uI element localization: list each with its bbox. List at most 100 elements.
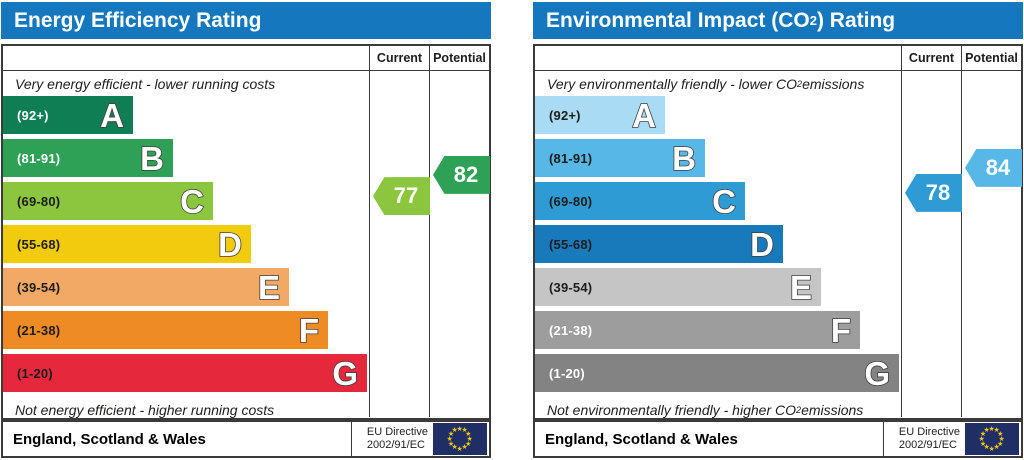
table-body: Very environmentally friendly - lower CO…	[535, 71, 1021, 418]
eu-flag-star: ★	[993, 444, 1000, 452]
chart-title: Energy Efficiency Rating	[1, 2, 491, 39]
eu-flag-star: ★	[465, 440, 472, 448]
eu-flag-star: ★	[466, 435, 473, 443]
potential-column-header: Potential	[429, 46, 489, 70]
eu-directive-label: EU Directive 2002/91/EC	[367, 426, 428, 452]
energy-efficiency-chart: Energy Efficiency Rating Current Potenti…	[1, 0, 491, 460]
band-c: (69-80) C	[535, 182, 745, 220]
band-list: (92+) A (81-91) B (69-80) C (55-68) D (39-54) E (2…	[535, 96, 901, 392]
chart-footer: England, Scotland & Wales EU Directive 2…	[533, 420, 1023, 458]
rating-scale: Very energy efficient - lower running co…	[3, 71, 369, 418]
header-spacer	[535, 46, 901, 70]
current-column	[901, 71, 961, 417]
eu-flag-star: ★	[446, 435, 453, 443]
band-letter: C	[711, 182, 736, 220]
band-range-label: (21-38)	[549, 322, 593, 338]
band-letter: G	[864, 354, 891, 392]
band-range-label: (69-80)	[549, 193, 593, 209]
band-f: (21-38) F	[3, 311, 328, 349]
band-letter: E	[789, 268, 813, 306]
band-range-label: (1-20)	[549, 365, 585, 381]
eu-flag-star: ★	[988, 425, 995, 433]
potential-column-header: Potential	[961, 46, 1021, 70]
eu-flag-star: ★	[997, 440, 1004, 448]
eu-flag-star: ★	[988, 445, 995, 453]
band-letter: D	[217, 225, 242, 263]
current-column-header: Current	[369, 46, 429, 70]
band-letter: F	[298, 311, 320, 349]
band-letter: C	[179, 182, 204, 220]
rating-scale: Very environmentally friendly - lower CO…	[535, 71, 901, 418]
eu-directive-line1: EU Directive	[366, 425, 428, 438]
eu-flag-star: ★	[447, 440, 455, 448]
band-b: (81-91) B	[3, 139, 173, 177]
current-column-header: Current	[901, 46, 961, 70]
band-c: (69-80) C	[3, 182, 213, 220]
current-rating-arrow: 78	[905, 173, 962, 212]
potential-column	[961, 71, 1021, 417]
band-letter: B	[671, 139, 696, 177]
potential-column	[429, 71, 489, 417]
eu-flag-star: ★	[997, 430, 1004, 438]
eu-flag-star: ★	[983, 426, 990, 434]
band-letter: E	[257, 268, 281, 306]
band-a: (92+) A	[535, 96, 665, 134]
band-letter: D	[749, 225, 774, 263]
band-letter: F	[830, 311, 852, 349]
band-range-label: (39-54)	[549, 279, 593, 295]
band-range-label: (39-54)	[17, 279, 61, 295]
band-range-label: (55-68)	[17, 236, 61, 252]
table-body: Very energy efficient - lower running co…	[3, 71, 489, 418]
band-range-label: (55-68)	[549, 236, 593, 252]
top-note: Very energy efficient - lower running co…	[15, 75, 276, 92]
eu-directive-label: EU Directive 2002/91/EC	[899, 426, 960, 452]
eu-flag-star: ★	[451, 444, 458, 452]
directive-cell: EU Directive 2002/91/EC ★ ★ ★ ★ ★ ★ ★ ★ ★ ★ ★ ★	[351, 422, 489, 456]
band-e: (39-54) E	[535, 268, 821, 306]
rating-table: Current Potential Very environmentally f…	[533, 44, 1023, 420]
eu-flag-star: ★	[451, 426, 458, 434]
band-g: (1-20) G	[535, 354, 899, 392]
band-d: (55-68) D	[3, 225, 251, 263]
table-header-row: Current Potential	[3, 46, 489, 71]
bottom-note: Not environmentally friendly - higher CO…	[547, 401, 864, 418]
band-range-label: (1-20)	[17, 365, 53, 381]
band-letter: G	[332, 354, 359, 392]
eu-flag-star: ★	[998, 435, 1005, 443]
eu-flag-star: ★	[456, 425, 463, 433]
band-range-label: (69-80)	[17, 193, 61, 209]
eu-flag-star: ★	[456, 445, 463, 453]
directive-cell: EU Directive 2002/91/EC ★ ★ ★ ★ ★ ★ ★ ★ ★ ★ ★ ★	[883, 422, 1021, 456]
band-b: (81-91) B	[535, 139, 705, 177]
eu-flag-star: ★	[447, 430, 455, 438]
eu-flag: ★ ★ ★ ★ ★ ★ ★ ★ ★ ★ ★ ★	[965, 423, 1019, 455]
eu-flag-star: ★	[978, 435, 985, 443]
band-range-label: (92+)	[549, 107, 581, 123]
band-a: (92+) A	[3, 96, 133, 134]
top-note: Very environmentally friendly - lower CO…	[547, 75, 865, 92]
eu-flag-star: ★	[979, 440, 987, 448]
potential-rating-arrow: 84	[965, 148, 1022, 187]
eu-flag-star: ★	[979, 430, 987, 438]
eu-directive-line2: 2002/91/EC	[898, 439, 957, 451]
eu-flag-star: ★	[983, 444, 990, 452]
eu-flag: ★ ★ ★ ★ ★ ★ ★ ★ ★ ★ ★ ★	[433, 423, 487, 455]
region-label: England, Scotland & Wales	[13, 430, 206, 448]
band-range-label: (92+)	[17, 107, 49, 123]
chart-footer: England, Scotland & Wales EU Directive 2…	[1, 420, 491, 458]
table-header-row: Current Potential	[535, 46, 1021, 71]
band-e: (39-54) E	[3, 268, 289, 306]
current-column	[369, 71, 429, 417]
band-list: (92+) A (81-91) B (69-80) C (55-68) D (39-54) E (2…	[3, 96, 369, 392]
band-range-label: (21-38)	[17, 322, 61, 338]
header-spacer	[3, 46, 369, 70]
environmental-impact-chart: Environmental Impact (CO 2) Rating Curren…	[533, 0, 1023, 460]
eu-flag-star: ★	[993, 426, 1000, 434]
band-g: (1-20) G	[3, 354, 367, 392]
eu-directive-line1: EU Directive	[898, 425, 960, 438]
eu-directive-line2: 2002/91/EC	[366, 439, 425, 451]
chart-title: Environmental Impact (CO 2) Rating	[533, 2, 1023, 39]
band-f: (21-38) F	[535, 311, 860, 349]
band-letter: A	[99, 96, 124, 134]
band-d: (55-68) D	[535, 225, 783, 263]
